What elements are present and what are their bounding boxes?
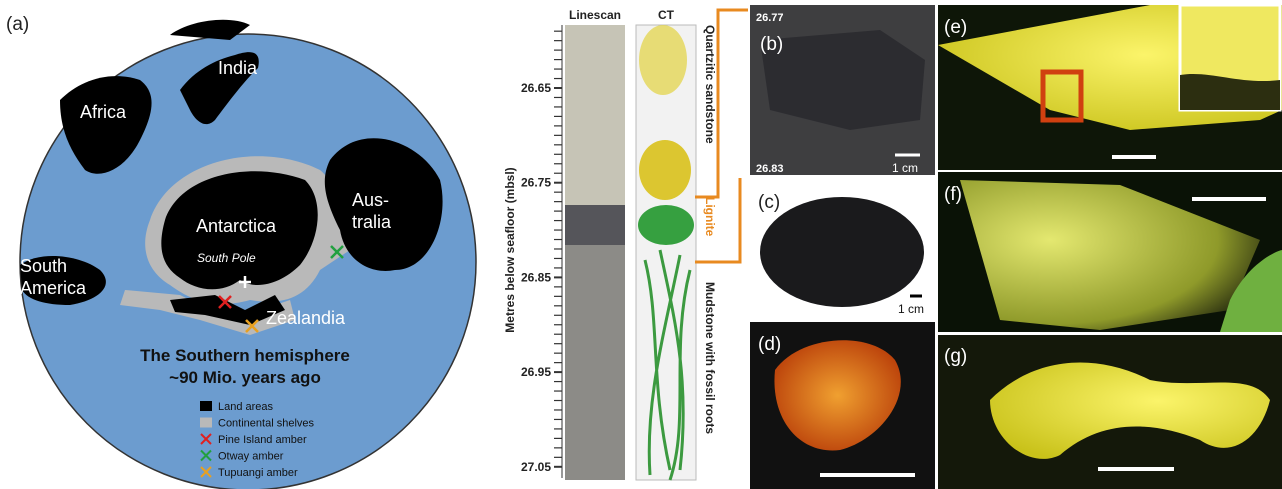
place-label: Aus- xyxy=(352,190,389,210)
ct-grain xyxy=(639,25,687,95)
legend-label: Pine Island amber xyxy=(218,434,307,446)
unit-label: Quartzitic sandstone xyxy=(703,25,717,144)
depth-label: 26.83 xyxy=(756,163,784,175)
map-title: The Southern hemisphere xyxy=(140,346,350,365)
column-header: Linescan xyxy=(569,8,621,22)
panel-label: (e) xyxy=(944,17,967,38)
unit-label: Mudstone with fossil roots xyxy=(703,282,717,434)
scale-label: 1 cm xyxy=(892,161,918,175)
legend-label: Continental shelves xyxy=(218,418,315,430)
panel-label: (b) xyxy=(760,34,783,55)
depth-tick-label: 27.05 xyxy=(521,460,551,474)
depth-axis: 26.65 26.75 26.85 26.95 27.05 xyxy=(521,25,562,478)
map-title: ~90 Mio. years ago xyxy=(169,368,321,387)
depth-label: 26.77 xyxy=(756,12,784,24)
legend-label: Otway amber xyxy=(218,451,284,463)
panel-label: (c) xyxy=(758,192,780,213)
lignite-pile xyxy=(760,197,924,307)
place-label: Zealandia xyxy=(266,308,346,328)
place-label: India xyxy=(218,58,258,78)
place-label: tralia xyxy=(352,212,392,232)
panel-label: (f) xyxy=(944,184,962,205)
legend-swatch xyxy=(200,401,212,411)
legend-label: Land areas xyxy=(218,401,274,413)
ct-lignite xyxy=(638,205,694,245)
figure: (a) India Africa Antarctica Aus-tralia S… xyxy=(0,0,1282,489)
scale-label: 1 cm xyxy=(898,302,924,316)
ct-grain xyxy=(639,140,691,200)
linescan xyxy=(565,245,625,480)
axis-label: Metres below seafloor (mbsl) xyxy=(503,167,517,332)
panel-label: (g) xyxy=(944,346,967,367)
panel-label: (a) xyxy=(6,14,29,35)
panel-label: (d) xyxy=(758,334,781,355)
unit-label: Lignite xyxy=(703,197,717,237)
place-label: Antarctica xyxy=(196,216,277,236)
bracket xyxy=(695,10,748,262)
depth-tick-label: 26.65 xyxy=(521,81,551,95)
linescan xyxy=(565,25,625,205)
depth-tick-label: 26.95 xyxy=(521,365,551,379)
linescan xyxy=(565,205,625,245)
place-label: South xyxy=(20,256,67,276)
legend-swatch xyxy=(200,418,212,428)
legend-label: Tupuangi amber xyxy=(218,467,298,479)
place-label: Africa xyxy=(80,102,127,122)
place-label: America xyxy=(20,278,87,298)
place-label: South Pole xyxy=(197,251,256,265)
column-header: CT xyxy=(658,8,675,22)
depth-tick-label: 26.75 xyxy=(521,176,551,190)
depth-tick-label: 26.85 xyxy=(521,270,551,284)
